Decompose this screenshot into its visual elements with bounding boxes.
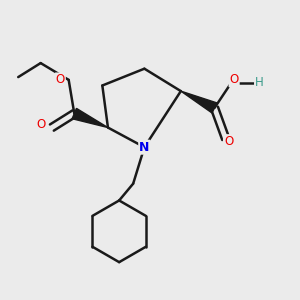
Text: O: O [224,135,233,148]
Text: O: O [36,118,45,131]
Text: O: O [230,74,239,86]
Text: O: O [56,74,65,86]
Text: N: N [139,141,150,154]
Polygon shape [72,108,108,128]
Text: H: H [255,76,264,89]
Polygon shape [181,91,217,113]
